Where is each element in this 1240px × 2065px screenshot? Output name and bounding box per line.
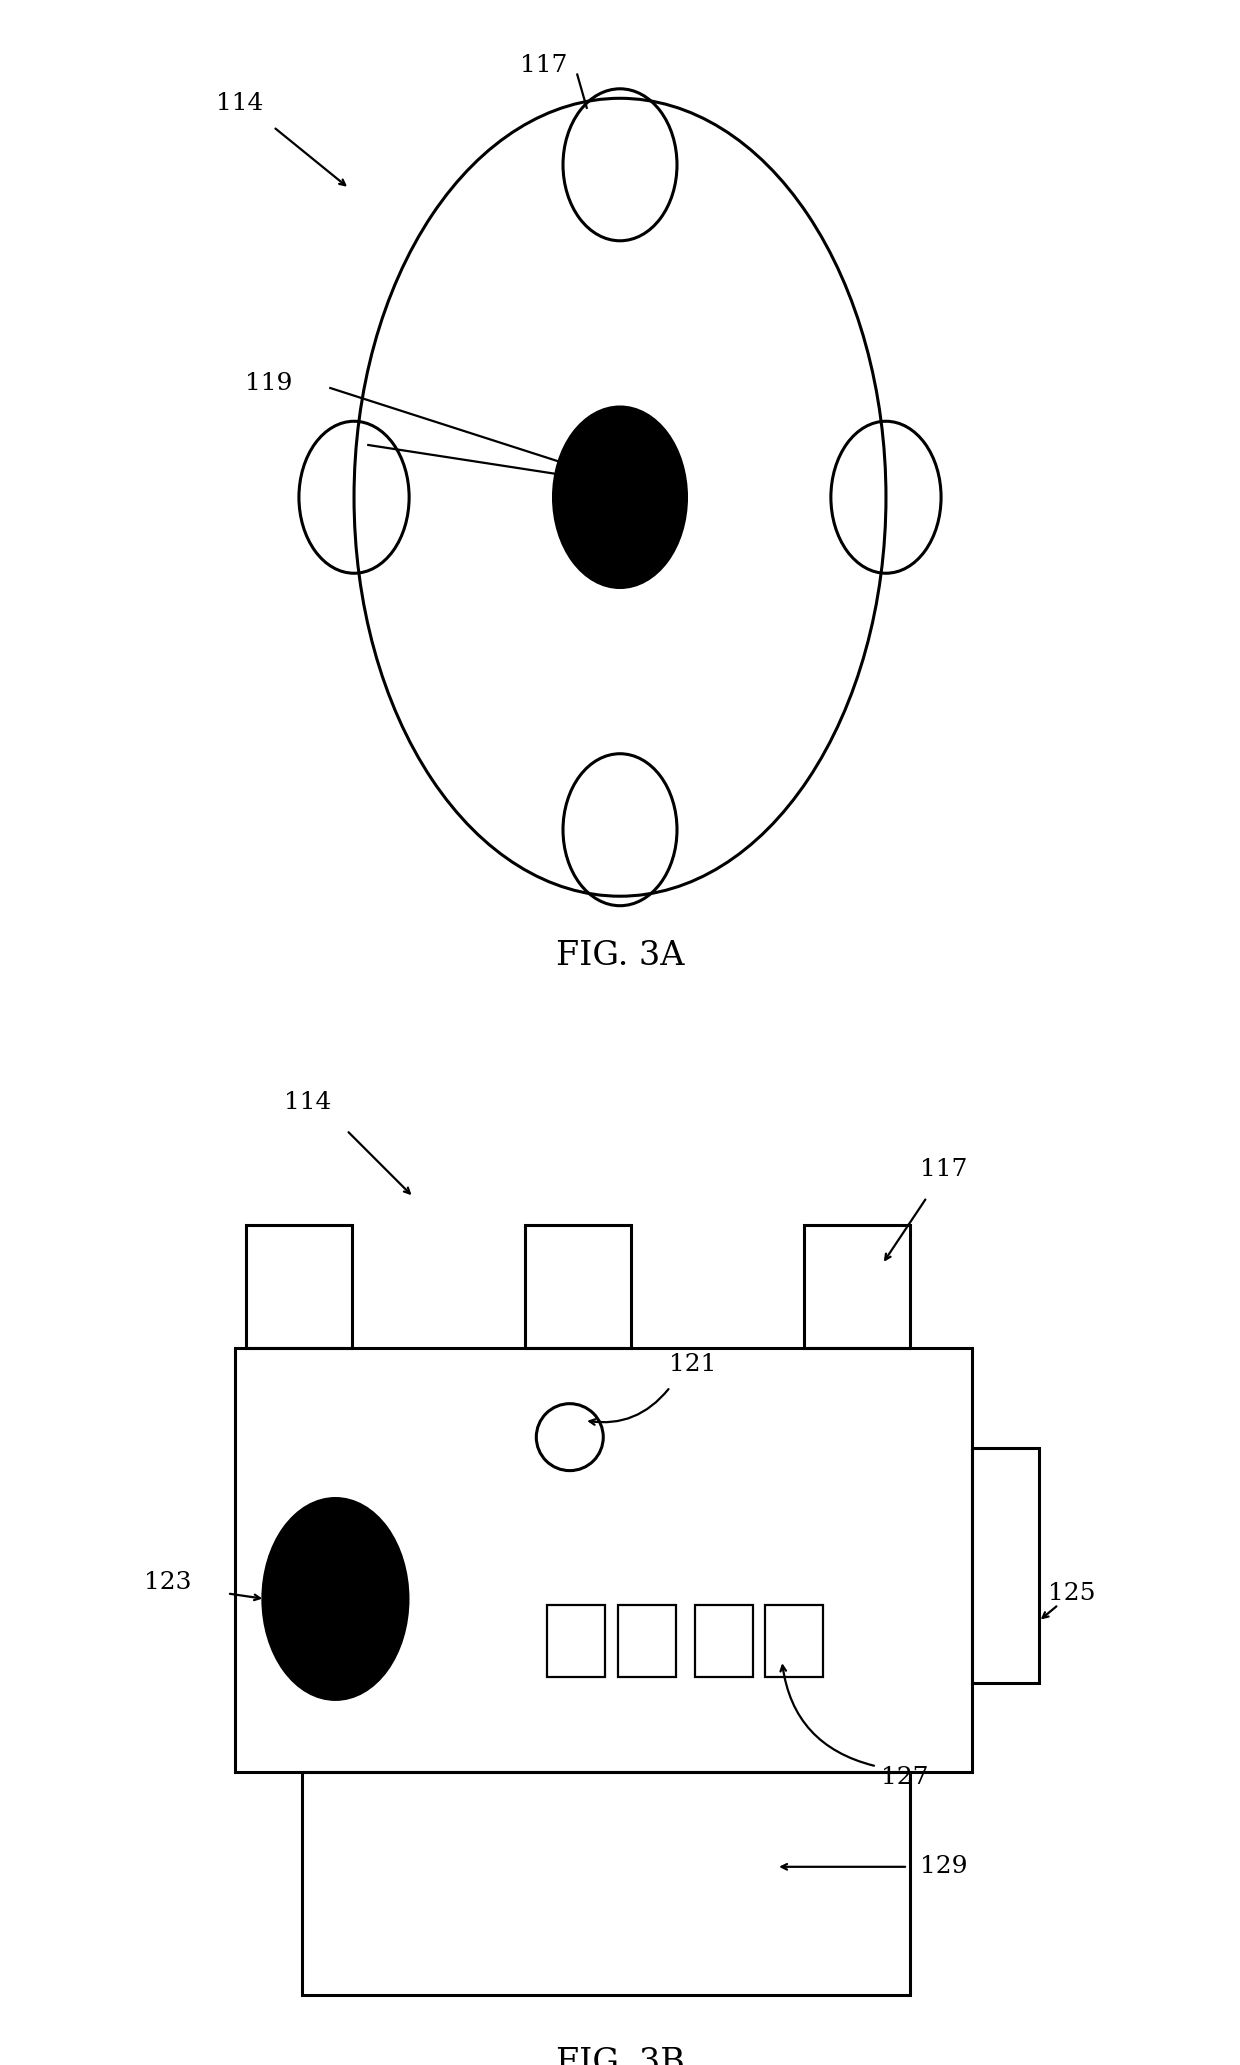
Bar bbox=[303, 1772, 910, 1995]
Text: 125: 125 bbox=[1048, 1582, 1096, 1605]
Text: 123: 123 bbox=[144, 1571, 192, 1594]
Text: 117: 117 bbox=[920, 1158, 967, 1181]
Bar bbox=[526, 1225, 631, 1348]
Text: 114: 114 bbox=[216, 91, 264, 114]
Text: 127: 127 bbox=[880, 1766, 929, 1788]
Bar bbox=[246, 1225, 352, 1348]
Bar bbox=[694, 1605, 753, 1677]
Text: 114: 114 bbox=[284, 1090, 331, 1113]
Bar bbox=[548, 1605, 605, 1677]
Text: 121: 121 bbox=[668, 1353, 717, 1375]
Text: FIG. 3B: FIG. 3B bbox=[556, 2046, 684, 2065]
Bar bbox=[765, 1605, 823, 1677]
Text: 129: 129 bbox=[920, 1854, 967, 1879]
Bar bbox=[972, 1448, 1039, 1683]
Ellipse shape bbox=[553, 407, 687, 586]
Bar bbox=[618, 1605, 676, 1677]
Ellipse shape bbox=[263, 1499, 408, 1699]
Bar bbox=[236, 1348, 972, 1772]
Text: 119: 119 bbox=[244, 372, 293, 394]
Text: FIG. 3A: FIG. 3A bbox=[556, 940, 684, 973]
Bar bbox=[804, 1225, 910, 1348]
Text: 117: 117 bbox=[521, 54, 568, 76]
